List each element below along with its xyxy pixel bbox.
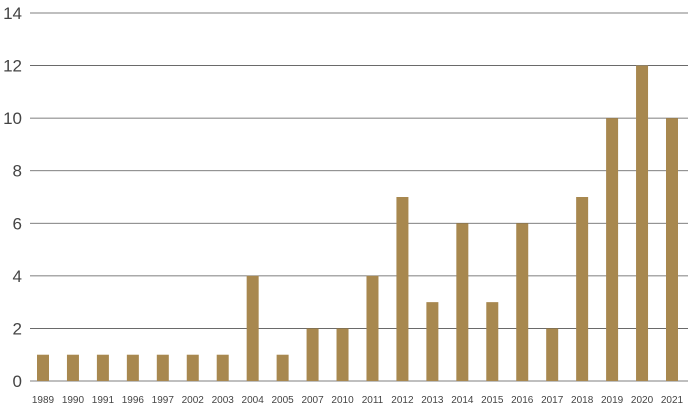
x-tick-label: 1991	[92, 395, 115, 406]
bar-2019	[606, 118, 619, 382]
y-tick-label: 6	[13, 214, 22, 233]
bar-1991	[96, 354, 109, 381]
y-tick-label: 2	[13, 319, 22, 338]
bar-2015	[486, 302, 499, 381]
bar-1996	[126, 354, 139, 381]
x-tick-label: 2004	[242, 395, 265, 406]
x-tick-label: 2017	[541, 395, 564, 406]
x-tick-label: 1989	[32, 395, 55, 406]
x-tick-label: 2020	[631, 395, 654, 406]
bar-1997	[156, 354, 169, 381]
x-tick-label: 2019	[601, 395, 624, 406]
x-tick-label: 2010	[331, 395, 354, 406]
gridlines	[30, 12, 688, 382]
x-tick-label: 2016	[511, 395, 534, 406]
y-tick-label: 4	[13, 267, 22, 286]
y-tick-label: 12	[3, 57, 22, 76]
y-tick-label: 14	[3, 4, 22, 23]
bars	[37, 65, 678, 382]
x-axis-ticks: 1989 1990 1991 1996 1997 2002 2003 2004 2005 2007…	[32, 395, 684, 406]
bar-2014	[456, 223, 469, 381]
x-tick-label: 2018	[571, 395, 594, 406]
x-tick-label: 1990	[62, 395, 85, 406]
bar-2005	[276, 354, 289, 381]
x-tick-label: 2002	[182, 395, 205, 406]
x-tick-label: 1996	[122, 395, 145, 406]
x-tick-label: 2014	[451, 395, 474, 406]
x-tick-label: 2015	[481, 395, 504, 406]
y-tick-label: 10	[3, 109, 22, 128]
bar-2020	[636, 65, 649, 382]
x-tick-label: 2012	[391, 395, 414, 406]
bar-1990	[66, 354, 79, 381]
bar-1989	[37, 354, 49, 381]
y-axis-ticks: 0 2 4 6 8 10 12 14	[3, 4, 22, 391]
bar-2003	[216, 354, 229, 381]
bar-2004	[246, 275, 259, 381]
x-tick-label: 2005	[271, 395, 294, 406]
x-tick-label: 1997	[152, 395, 175, 406]
x-tick-label: 2011	[362, 395, 384, 406]
bar-2007	[306, 328, 319, 381]
bar-2017	[546, 328, 559, 381]
bar-2018	[576, 197, 589, 381]
bar-2012	[396, 197, 409, 381]
y-tick-label: 8	[13, 162, 22, 181]
y-tick-label: 0	[13, 372, 22, 391]
x-tick-label: 2013	[421, 395, 444, 406]
x-tick-label: 2003	[212, 395, 235, 406]
bar-2011	[366, 275, 379, 381]
bar-2010	[336, 328, 349, 381]
bar-2016	[516, 223, 529, 381]
bar-2021	[666, 118, 678, 382]
bar-2002	[186, 354, 199, 381]
x-tick-label: 2007	[301, 395, 324, 406]
x-tick-label: 2021	[661, 395, 684, 406]
bar-2013	[426, 302, 439, 381]
